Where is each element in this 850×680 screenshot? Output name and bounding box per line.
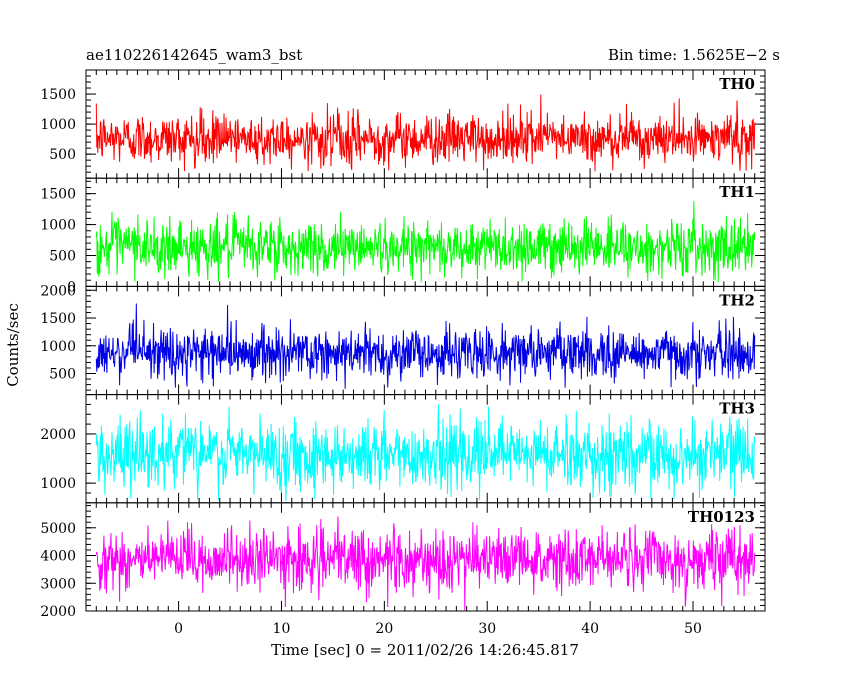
series-th2 (95, 303, 756, 389)
y-tick-label: 1000 (40, 476, 76, 492)
panel-label-th1: TH1 (719, 183, 755, 201)
panel-label-th2: TH2 (719, 291, 755, 309)
y-tick-label: 500 (49, 367, 76, 383)
y-tick-label: 1500 (40, 187, 76, 203)
x-tick-label: 20 (375, 621, 393, 637)
y-tick-label: 1000 (40, 339, 76, 355)
panel-th2: 500 1000 1500 2000 TH2 (40, 283, 766, 396)
y-tick-label: 500 (49, 147, 76, 163)
chart-title: ae110226142645_wam3_bst (86, 46, 302, 64)
panel-label-th0123: TH0123 (688, 508, 755, 526)
y-tick-label: 2000 (40, 427, 76, 443)
panel-th0123: 2000 3000 4000 5000 TH0123 (40, 502, 766, 620)
y-tick-label: 3000 (40, 576, 76, 592)
x-tick-label: 10 (273, 621, 291, 637)
panel-frame (85, 177, 766, 287)
y-tick-label: 2000 (40, 604, 76, 620)
panel-th1: 0 500 1000 1500 TH1 (40, 177, 766, 295)
y-tick-label: 2000 (40, 283, 76, 299)
panel-label-th3: TH3 (719, 400, 755, 418)
x-tick-label: 0 (174, 621, 183, 637)
series-th0 (95, 94, 756, 172)
series-th0123 (95, 516, 756, 611)
panel-label-th0: TH0 (719, 75, 755, 93)
y-tick-label: 4000 (40, 549, 76, 565)
panel-th3: 1000 2000 TH3 (40, 394, 766, 504)
series-th1 (95, 201, 756, 283)
panels: 500 1000 1500 TH0 0 500 1000 1500 TH1 500 1000 1500… (40, 69, 766, 620)
y-tick-label: 1000 (40, 117, 76, 133)
panel-th0: 500 1000 1500 TH0 (40, 69, 766, 179)
y-tick-label: 5000 (40, 521, 76, 537)
y-tick-label: 500 (49, 248, 76, 264)
y-tick-label: 1500 (40, 311, 76, 327)
bin-time-label: Bin time: 1.5625E−2 s (608, 46, 780, 64)
y-tick-label: 1000 (40, 218, 76, 234)
panel-frame (85, 69, 766, 179)
x-tick-label: 50 (684, 621, 702, 637)
x-axis-label: Time [sec] 0 = 2011/02/26 14:26:45.817 (271, 641, 579, 659)
x-tick-label: 40 (581, 621, 599, 637)
series-th3 (95, 404, 756, 501)
y-tick-label: 0 (67, 279, 76, 295)
x-axis: 0 10 20 30 40 50 (174, 621, 702, 637)
x-tick-label: 30 (478, 621, 496, 637)
y-tick-label: 1500 (40, 87, 76, 103)
y-axis-label: Counts/sec (4, 303, 22, 387)
